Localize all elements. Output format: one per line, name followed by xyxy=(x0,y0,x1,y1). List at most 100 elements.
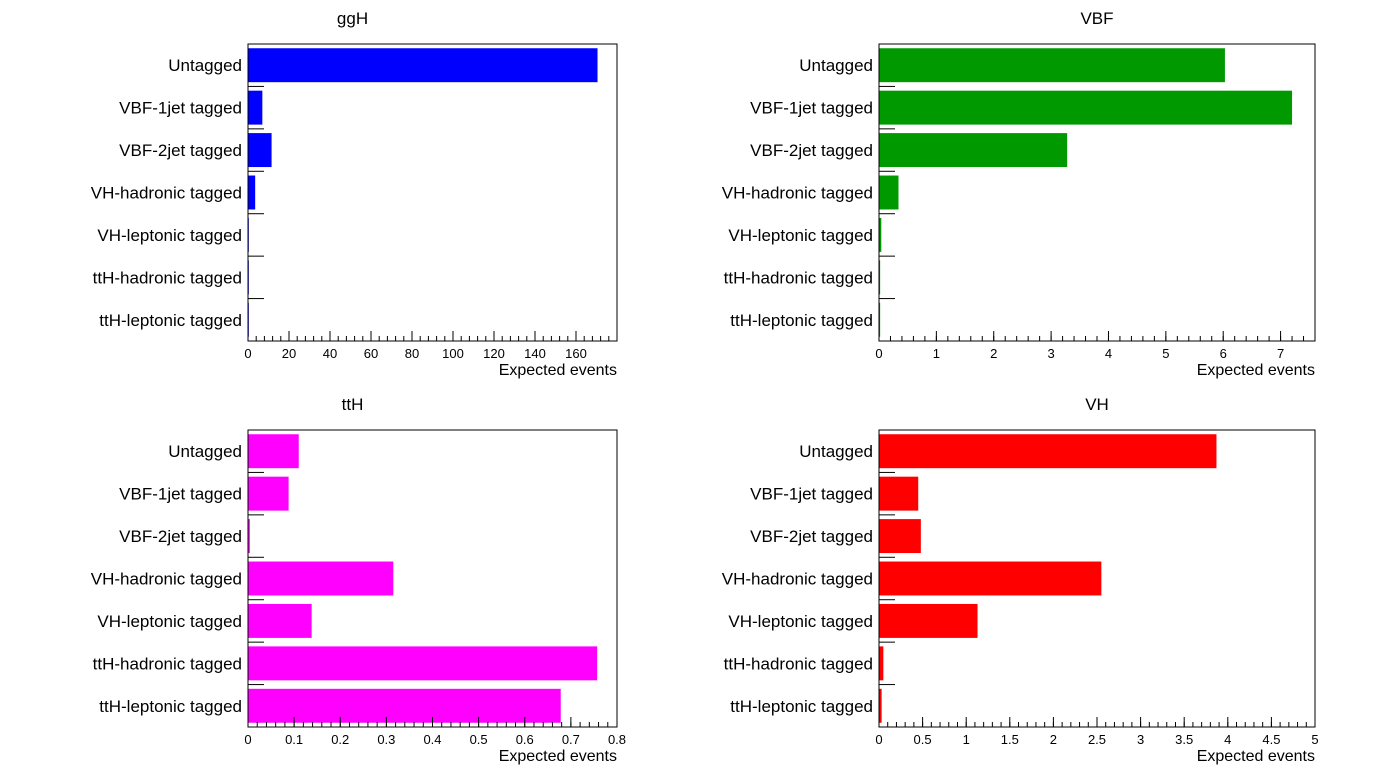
category-label: VBF-2jet tagged xyxy=(750,141,873,160)
x-tick-label: 0.4 xyxy=(423,732,441,747)
bar-0 xyxy=(879,434,1217,469)
bar-2 xyxy=(879,519,921,554)
category-label: VH-hadronic tagged xyxy=(722,570,873,589)
category-label: VBF-2jet tagged xyxy=(119,141,242,160)
category-label: ttH-leptonic tagged xyxy=(730,311,873,330)
category-label: Untagged xyxy=(799,442,873,461)
x-tick-label: 6 xyxy=(1220,346,1227,361)
x-tick-label: 3 xyxy=(1137,732,1144,747)
x-tick-label: 5 xyxy=(1162,346,1169,361)
x-tick-label: 0.8 xyxy=(608,732,626,747)
x-tick-label: 0.3 xyxy=(377,732,395,747)
category-label: VBF-1jet tagged xyxy=(119,99,242,118)
x-tick-label: 2 xyxy=(1050,732,1057,747)
x-tick-label: 60 xyxy=(364,346,378,361)
bar-2 xyxy=(248,519,250,554)
x-tick-label: 160 xyxy=(565,346,587,361)
panel-ggh: Untagged VBF-1jet tagged VBF-2jet tagged VH… xyxy=(91,9,618,379)
category-label: Untagged xyxy=(168,56,242,75)
panel-title: VBF xyxy=(1080,9,1113,28)
x-tick-label: 100 xyxy=(442,346,464,361)
category-label: ttH-leptonic tagged xyxy=(730,697,873,716)
bar-4 xyxy=(248,603,312,638)
bar-3 xyxy=(248,561,394,596)
bar-1 xyxy=(879,90,1293,125)
x-tick-label: 4 xyxy=(1224,732,1231,747)
x-tick-label: 0 xyxy=(875,346,882,361)
plot-frame xyxy=(247,43,618,342)
bar-3 xyxy=(248,175,256,210)
category-label: ttH-leptonic tagged xyxy=(99,311,242,330)
x-tick-label: 3 xyxy=(1047,346,1054,361)
category-label: ttH-leptonic tagged xyxy=(99,697,242,716)
bar-0 xyxy=(879,48,1225,83)
bar-1 xyxy=(879,476,919,511)
x-tick-label: 3.5 xyxy=(1175,732,1193,747)
x-axis-title: Expected events xyxy=(1197,362,1315,379)
x-tick-label: 1 xyxy=(933,346,940,361)
bar-1 xyxy=(248,90,263,125)
category-label: VBF-1jet tagged xyxy=(750,485,873,504)
x-tick-label: 0 xyxy=(875,732,882,747)
bar-5 xyxy=(879,260,881,295)
x-tick-label: 120 xyxy=(483,346,505,361)
category-label: VH-hadronic tagged xyxy=(91,570,242,589)
bar-2 xyxy=(879,133,1068,168)
x-axis-title: Expected events xyxy=(499,362,617,379)
category-label: VH-hadronic tagged xyxy=(91,184,242,203)
bar-4 xyxy=(879,603,978,638)
panel-vh: Untagged VBF-1jet tagged VBF-2jet tagged VH… xyxy=(722,395,1319,765)
x-tick-label: 0.7 xyxy=(562,732,580,747)
bar-0 xyxy=(248,48,598,83)
panel-title: VH xyxy=(1085,395,1109,414)
x-tick-label: 0 xyxy=(244,346,251,361)
x-tick-label: 1 xyxy=(963,732,970,747)
x-tick-label: 80 xyxy=(405,346,419,361)
bar-6 xyxy=(879,688,882,723)
category-label: VH-hadronic tagged xyxy=(722,184,873,203)
bar-1 xyxy=(248,476,289,511)
bar-0 xyxy=(248,434,299,469)
x-tick-label: 0.6 xyxy=(516,732,534,747)
x-axis-title: Expected events xyxy=(1197,748,1315,765)
x-tick-label: 0 xyxy=(244,732,251,747)
category-label: VBF-1jet tagged xyxy=(750,99,873,118)
x-tick-label: 140 xyxy=(524,346,546,361)
panel-vbf: Untagged VBF-1jet tagged VBF-2jet tagged VH… xyxy=(722,9,1316,379)
category-label: VH-leptonic tagged xyxy=(728,226,873,245)
category-label: VH-leptonic tagged xyxy=(97,612,242,631)
x-tick-label: 0.5 xyxy=(470,732,488,747)
x-tick-label: 7 xyxy=(1277,346,1284,361)
category-label: VBF-2jet tagged xyxy=(119,527,242,546)
x-tick-label: 0.1 xyxy=(285,732,303,747)
bar-6 xyxy=(248,688,561,723)
x-tick-label: 0.5 xyxy=(914,732,932,747)
category-label: ttH-hadronic tagged xyxy=(93,268,242,287)
x-axis-title: Expected events xyxy=(499,748,617,765)
bar-3 xyxy=(879,561,1102,596)
plot-frame xyxy=(878,43,1316,342)
x-tick-label: 1.5 xyxy=(1001,732,1019,747)
panel-tth: Untagged VBF-1jet tagged VBF-2jet tagged VH… xyxy=(91,395,626,765)
bar-4 xyxy=(879,217,882,252)
category-label: Untagged xyxy=(168,442,242,461)
panel-title: ttH xyxy=(342,395,364,414)
x-tick-label: 5 xyxy=(1311,732,1318,747)
panel-title: ggH xyxy=(337,9,368,28)
bar-6 xyxy=(879,302,881,337)
bar-3 xyxy=(879,175,899,210)
x-tick-label: 20 xyxy=(282,346,296,361)
category-label: VH-leptonic tagged xyxy=(97,226,242,245)
x-tick-label: 4 xyxy=(1105,346,1112,361)
category-label: Untagged xyxy=(799,56,873,75)
category-label: VH-leptonic tagged xyxy=(728,612,873,631)
bar-2 xyxy=(248,133,272,168)
bar-5 xyxy=(879,646,884,681)
x-tick-label: 0.2 xyxy=(331,732,349,747)
category-label: VBF-1jet tagged xyxy=(119,485,242,504)
category-label: ttH-hadronic tagged xyxy=(93,654,242,673)
category-label: ttH-hadronic tagged xyxy=(724,268,873,287)
x-tick-label: 2 xyxy=(990,346,997,361)
x-tick-label: 40 xyxy=(323,346,337,361)
